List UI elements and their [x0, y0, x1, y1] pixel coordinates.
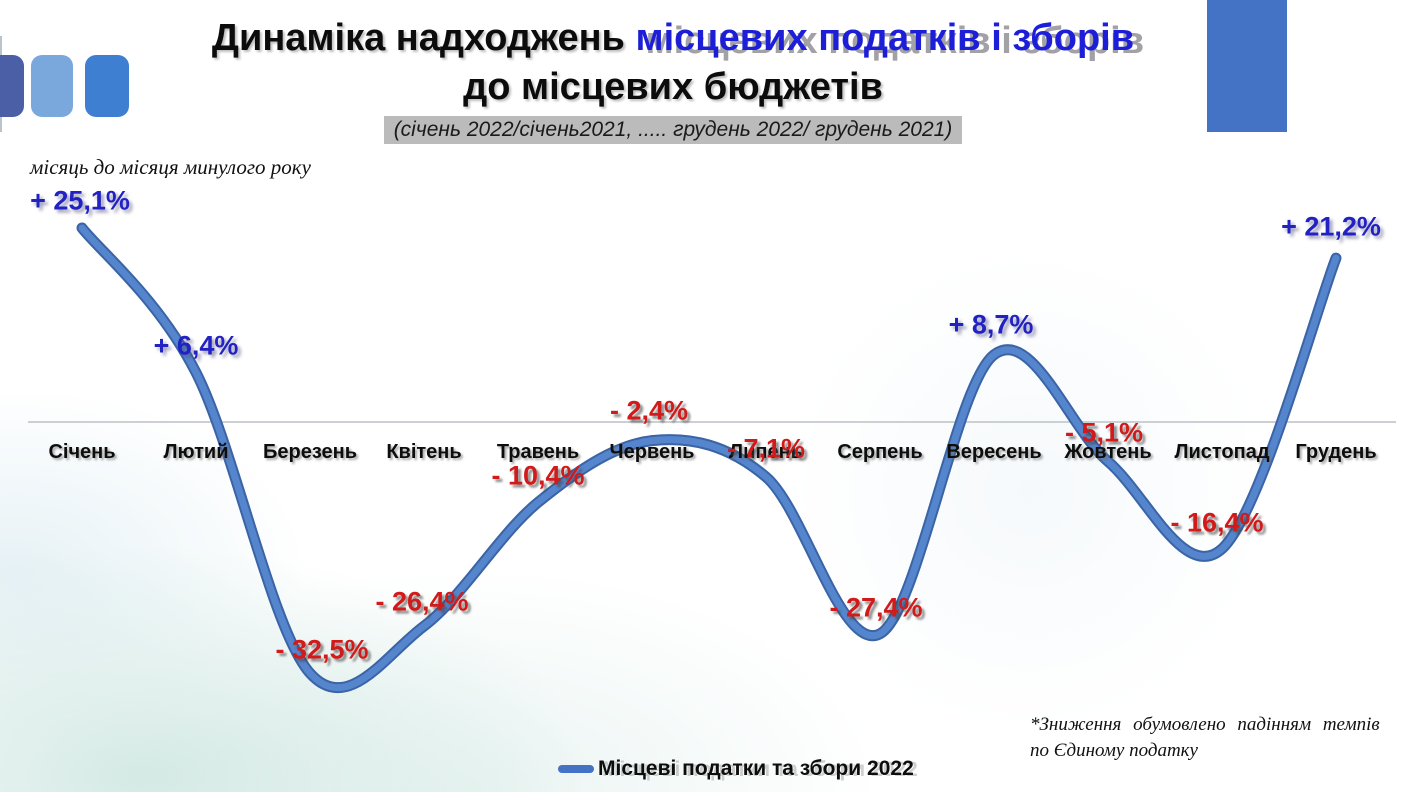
value-label-Липень: - 7,1% — [726, 433, 806, 464]
value-label-Лютий: + 6,4% — [153, 330, 239, 361]
value-label-Серпень: - 27,4% — [829, 592, 923, 623]
month-label-1: Січень — [48, 441, 116, 463]
value-label-Жовтень: - 5,1% — [1064, 417, 1144, 448]
decor-square-dark-blue — [0, 55, 24, 117]
value-label-Січень: + 25,1% — [30, 185, 130, 216]
legend-line-swatch-icon — [558, 765, 594, 773]
footnote: *Зниження обумовлено падінням темпів по … — [1030, 712, 1400, 763]
value-label-Червень: - 2,4% — [609, 395, 689, 426]
zero-axis-line — [28, 421, 1396, 423]
month-label-4: Квітень — [386, 441, 462, 463]
month-label-7: Липень — [729, 441, 803, 463]
page-title: Динаміка надходжень місцевих податків і … — [0, 14, 1346, 63]
legend-label: Місцеві податки та збори 2022 — [598, 757, 914, 780]
value-label-Березень: - 32,5% — [275, 634, 369, 665]
value-label-Вересень: + 8,7% — [948, 309, 1034, 340]
month-label-8: Серпень — [837, 441, 923, 463]
header: Динаміка надходжень місцевих податків і … — [0, 14, 1346, 144]
month-label-3: Березень — [262, 441, 358, 463]
decor-square-light-blue — [31, 55, 73, 117]
footnote-line1: *Зниження обумовлено падінням темпів — [1030, 714, 1380, 735]
decor-top-right-bar — [1207, 0, 1287, 132]
month-label-10: Жовтень — [1064, 441, 1152, 463]
month-label-6: Червень — [609, 441, 695, 463]
title-black-part: Динаміка надходжень — [211, 17, 636, 59]
title-highlight-part: місцевих податків і зборів — [635, 17, 1135, 59]
month-label-2: Лютий — [163, 441, 229, 463]
page-title-line2: до місцевих бюджетів — [463, 66, 883, 109]
month-label-5: Травень — [496, 441, 580, 463]
comparison-note: місяць до місяця минулого року — [30, 155, 311, 179]
legend: Місцеві податки та збори 2022 — [558, 757, 914, 781]
month-label-9: Вересень — [946, 441, 1042, 463]
value-label-Травень: - 10,4% — [491, 460, 585, 491]
line-series — [78, 224, 1340, 691]
value-label-Квітень: - 26,4% — [375, 586, 469, 617]
chart-subtitle: (січень 2022/січень2021, ..... грудень 2… — [383, 115, 963, 144]
value-label-Грудень: + 21,2% — [1281, 211, 1381, 242]
value-label-Листопад: - 16,4% — [1170, 507, 1264, 538]
month-label-11: Листопад — [1174, 441, 1270, 463]
month-label-12: Грудень — [1295, 441, 1377, 463]
decor-square-blue — [85, 55, 129, 117]
footnote-line2: по Єдиному податку — [1030, 739, 1198, 761]
